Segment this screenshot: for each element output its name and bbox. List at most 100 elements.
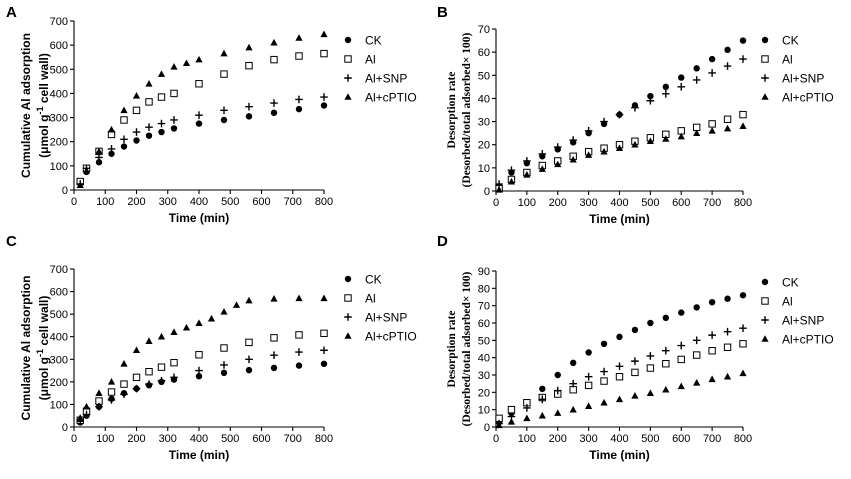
data-point [553,386,562,395]
y-axis-title-line2: (μmol g-1 cell wall) [35,296,51,401]
data-point [678,309,685,316]
data-point [132,384,141,393]
x-axis-title: Time (min) [169,211,229,225]
data-point [145,123,153,132]
x-tick-label: 700 [284,433,302,445]
legend-marker [344,275,352,283]
y-tick-label: 400 [50,88,68,100]
y-tick-label: 400 [50,332,68,344]
y-axis-title-line1: Desorption rate [446,72,458,149]
data-point [320,93,328,101]
x-tick-label: 0 [71,196,77,208]
data-point [646,96,655,105]
legend-marker [344,332,352,339]
x-tick-label: 100 [96,196,114,208]
legend-label: Al [782,295,793,309]
legend-marker [344,313,352,321]
legend-marker [344,93,352,100]
legend: CK Al Al+SNP Al+cPTIO [761,276,834,347]
data-point [207,314,216,322]
x-tick-label: 400 [610,197,628,209]
data-point [82,410,91,419]
data-point [182,59,191,67]
series-al-snp [76,93,328,188]
data-point [95,147,103,155]
data-point [739,37,747,44]
data-point [584,381,593,390]
data-point [145,98,153,106]
data-point [569,136,577,144]
y-tick-label: 300 [50,354,68,366]
data-point [584,127,593,135]
legend-label: Al [365,53,376,67]
data-point [295,362,303,369]
data-point [677,382,685,390]
data-point [120,390,128,399]
data-point [600,147,608,155]
data-point [270,351,278,360]
data-point [108,150,115,157]
data-point [739,55,747,63]
data-point [507,166,516,174]
data-point [677,83,686,91]
y-axis-title-line1: Desorption rate [446,311,458,388]
y-tick-label: 90 [478,266,490,278]
x-tick-label: 300 [579,433,597,445]
legend: CK Al Al+SNP Al+cPTIO [761,34,834,105]
data-point [739,324,747,332]
data-point [723,372,732,380]
data-point [584,372,593,381]
data-point [662,135,670,142]
x-tick-label: 600 [672,197,690,209]
data-point [615,395,624,403]
data-point [320,360,328,367]
data-point [245,366,253,374]
y-axis-title-part: (μmol g [37,115,51,158]
y-tick-label: 0 [484,186,490,198]
x-tick-label: 600 [672,433,690,445]
legend-label: CK [365,273,382,287]
data-point [120,143,128,150]
x-tick-label: 300 [159,433,177,445]
data-point [170,63,178,70]
data-point [157,93,166,101]
data-point [195,111,203,119]
data-point [295,52,303,60]
y-tick-label: 50 [478,70,490,82]
data-point [554,371,561,379]
data-point [320,102,328,109]
x-tick-label: 600 [252,433,270,445]
data-point [724,295,731,302]
data-point [170,89,178,98]
data-point [495,186,503,193]
y-tick-label: 500 [50,309,68,321]
data-point [523,404,531,412]
legend-label: Al+SNP [365,311,407,325]
y-tick-label: 20 [478,387,490,399]
data-point [195,366,203,375]
legend-marker [344,55,352,63]
panel-letter: C [6,233,17,250]
y-tick-label: 80 [478,283,490,295]
data-point [195,319,203,326]
data-point [245,61,253,70]
x-tick-label: 300 [159,196,177,208]
data-point [708,120,716,128]
data-point [320,30,328,38]
series-ck [495,37,747,190]
x-tick-label: 600 [252,196,270,208]
data-point [107,378,116,385]
data-point [145,368,153,376]
data-point [538,165,546,172]
data-point [270,99,278,107]
y-axis-title-line1: Cumulative Al adsorption [19,276,33,421]
legend-marker [761,316,769,324]
y-tick-label: 200 [50,377,68,389]
data-point [270,55,278,64]
data-point [523,171,531,178]
data-point [220,344,228,352]
legend-marker [761,297,769,305]
panel-d: D 0 10 20 30 40 50 60 70 80 90 0 100 200 300 400 500 600 7… [437,233,834,462]
x-tick-label: 0 [493,197,499,209]
x-tick-label: 500 [221,433,239,445]
